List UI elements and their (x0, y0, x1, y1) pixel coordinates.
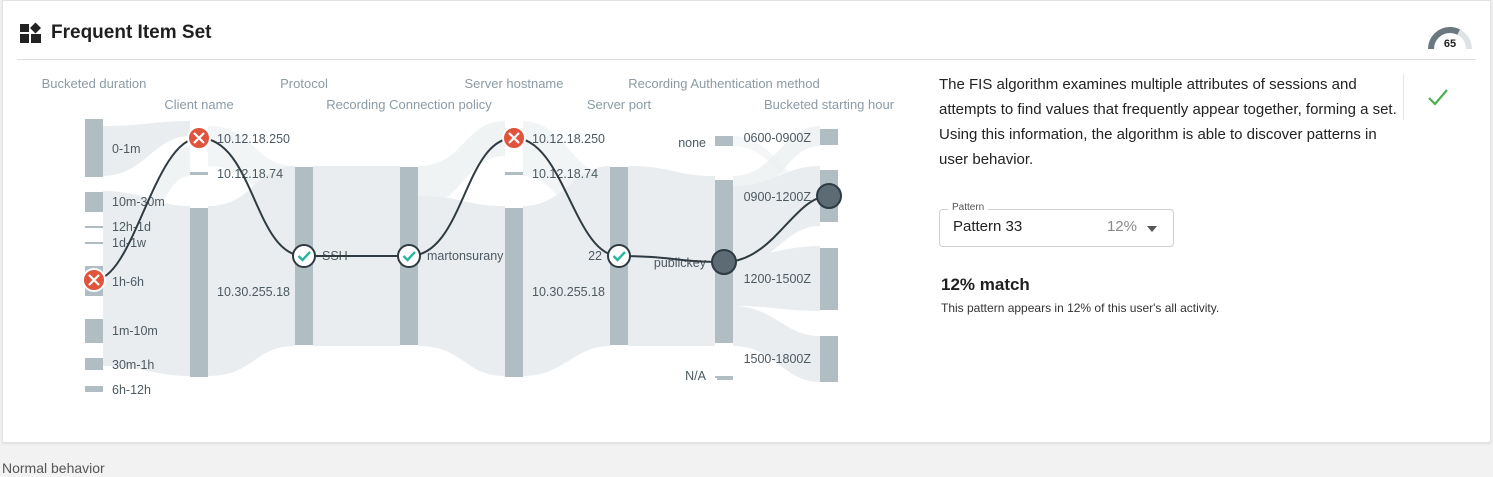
label-duration-6h-12h: 6h-12h (112, 383, 151, 397)
bar-hour-1200-1500Z (820, 248, 838, 310)
bar-hostname-10.12.18.74 (505, 172, 523, 175)
caret-down-icon[interactable] (1147, 226, 1157, 232)
match-title: 12% match (941, 275, 1030, 294)
score-value: 65 (1443, 38, 1457, 50)
label-hostname-2: 10.30.255.18 (532, 285, 605, 299)
behavior-label: Normal behavior (2, 460, 105, 476)
bar-auth-na (715, 376, 733, 378)
bar-duration-0-1m (85, 119, 103, 177)
fis-description: The FIS algorithm examines multiple attr… (939, 76, 1397, 168)
label-policy: martonsurany (427, 249, 504, 263)
label-duration-10m-30m: 10m-30m (112, 195, 165, 209)
marker-duration (82, 268, 106, 292)
check-icon (297, 251, 311, 262)
info-panel: The FIS algorithm examines multiple attr… (939, 72, 1399, 172)
label-auth-none: none (678, 136, 706, 150)
marker-client (187, 126, 211, 150)
pattern-select-percent: 12% (1106, 218, 1137, 235)
close-icon (88, 274, 100, 286)
sankey-diagram: Bucketed duration Client name Protocol R… (42, 76, 895, 397)
bar-duration-12h-1d (85, 226, 103, 228)
col-head-auth: Recording Authentication method (628, 76, 820, 91)
bar-duration-1m-10m (85, 319, 103, 343)
card-header: Frequent Item Set (19, 19, 211, 47)
col-head-policy: Recording Connection policy (326, 97, 492, 112)
col-head-protocol: Protocol (280, 76, 328, 91)
close-icon (193, 132, 205, 144)
label-hour-1: 0900-1200Z (744, 190, 812, 204)
col-head-client: Client name (164, 97, 233, 112)
bar-duration-10m-30m (85, 192, 103, 212)
pattern-select-label: Pattern (948, 202, 989, 213)
card-title: Frequent Item Set (51, 22, 212, 43)
close-icon (508, 132, 520, 144)
bar-duration-6h-12h (85, 386, 103, 392)
label-client-0: 10.12.18.250 (217, 132, 290, 146)
col-head-hostname: Server hostname (465, 76, 564, 91)
header-divider (17, 59, 1476, 60)
bar-hostname-10.30.255.18 (505, 208, 523, 377)
pattern-select[interactable]: Pattern Pattern 33 12% (939, 202, 1174, 247)
col-head-hour: Bucketed starting hour (764, 97, 895, 112)
check-icon (612, 251, 626, 262)
label-client-1: 10.12.18.74 (217, 167, 283, 181)
score-gauge: 65 (1425, 23, 1475, 53)
label-auth-na: N/A (685, 369, 707, 383)
label-hostname-0: 10.12.18.250 (532, 132, 605, 146)
bar-duration-30m-1h (85, 358, 103, 370)
label-client-2: 10.30.255.18 (217, 285, 290, 299)
bar-client-10.12.18.74 (190, 172, 208, 175)
label-duration-1h-6h: 1h-6h (112, 275, 144, 289)
marker-port (607, 244, 631, 268)
col-head-duration: Bucketed duration (42, 76, 147, 91)
label-hour-3: 1500-1800Z (744, 352, 812, 366)
bar-auth-none (715, 136, 733, 146)
marker-protocol (292, 244, 316, 268)
label-duration-12h-1d: 12h-1d (112, 220, 151, 234)
bar-client-10.30.255.18 (190, 208, 208, 377)
bar-hour-0600-0900Z (820, 129, 838, 145)
vertical-divider (1403, 74, 1404, 120)
marker-hostname (502, 126, 526, 150)
label-auth-publickey: publickey (654, 256, 707, 270)
label-port: 22 (588, 249, 602, 263)
label-hour-2: 1200-1500Z (744, 272, 812, 286)
check-icon (402, 251, 416, 262)
sankey-flows (103, 121, 820, 382)
dashboard-icon (20, 22, 41, 43)
label-duration-30m-1h: 30m-1h (112, 358, 154, 372)
marker-auth (711, 249, 737, 275)
label-duration-1m-10m: 1m-10m (112, 324, 158, 338)
bar-hour-1500-1800Z (820, 336, 838, 382)
col-head-port: Server port (587, 97, 652, 112)
pattern-select-value: Pattern 33 (953, 218, 1023, 235)
label-hour-0: 0600-0900Z (744, 131, 812, 145)
match-description: This pattern appears in 12% of this user… (941, 301, 1220, 315)
label-hostname-1: 10.12.18.74 (532, 167, 598, 181)
checkmark-icon[interactable] (1425, 84, 1451, 110)
marker-hour (816, 183, 842, 209)
label-duration-0-1m: 0-1m (112, 142, 140, 156)
marker-policy (397, 244, 421, 268)
bar-duration-1d-1w (85, 242, 103, 244)
